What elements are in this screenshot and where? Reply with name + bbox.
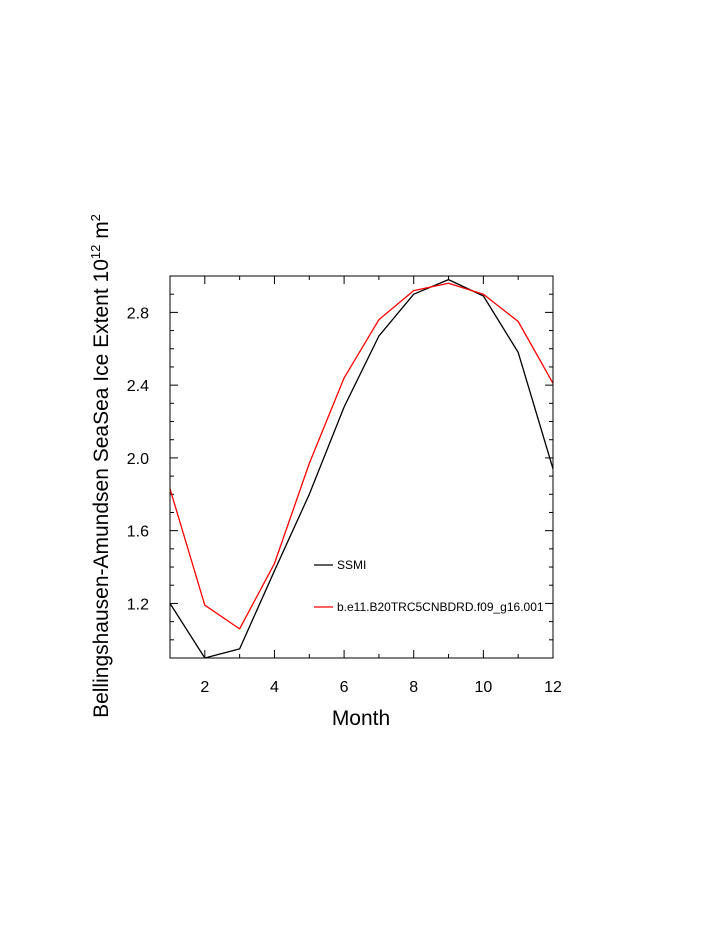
y-axis-title: Bellingshausen-Amundsen SeaSea Ice Exten… bbox=[88, 214, 113, 718]
y-tick-label: 1.2 bbox=[127, 596, 149, 613]
x-tick-label: 6 bbox=[340, 679, 349, 696]
y-tick-label: 1.6 bbox=[127, 524, 149, 541]
series-line-ssmi bbox=[170, 278, 553, 658]
x-tick-label: 12 bbox=[544, 679, 562, 696]
x-tick-label: 8 bbox=[409, 679, 418, 696]
legend: SSMI b.e11.B20TRC5CNBDRD.f09_g16.001 bbox=[314, 558, 544, 614]
y-tick-label: 2.4 bbox=[127, 378, 149, 395]
y-tick-label: 2.0 bbox=[127, 451, 149, 468]
legend-label: SSMI bbox=[337, 558, 366, 572]
tick-labels: 2 4 6 8 10 12 1.2 1.6 2.0 2.4 2.8 bbox=[127, 305, 562, 696]
x-tick-label: 10 bbox=[474, 679, 492, 696]
plot-frame bbox=[169, 275, 554, 659]
y-axis-title-main: Bellingshausen-Amundsen SeaSea Ice Exten… bbox=[90, 259, 113, 718]
y-axis-title-exponent: 12 bbox=[88, 245, 103, 259]
series-line-model bbox=[170, 282, 553, 630]
series-lines bbox=[170, 278, 553, 658]
x-tick-label: 2 bbox=[200, 679, 209, 696]
y-axis-title-unit-exponent: 2 bbox=[88, 214, 103, 221]
y-axis-title-unit: m bbox=[90, 221, 113, 244]
x-axis-title: Month bbox=[332, 707, 390, 730]
x-tick-label: 4 bbox=[270, 679, 279, 696]
y-tick-label: 2.8 bbox=[127, 305, 149, 322]
legend-label: b.e11.B20TRC5CNBDRD.f09_g16.001 bbox=[337, 600, 544, 614]
